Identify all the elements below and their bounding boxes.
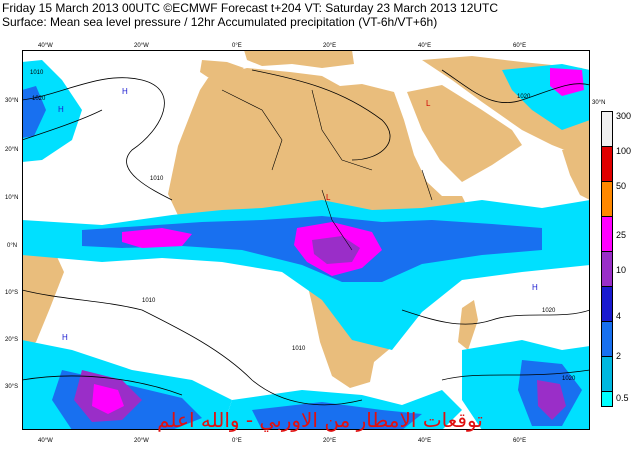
top-lon-tick: 20°W — [134, 43, 149, 49]
map-frame — [22, 50, 590, 430]
top-lon-tick: 40°E — [418, 43, 432, 49]
legend-swatch-25-50 — [601, 216, 613, 252]
isobar-line — [22, 109, 103, 141]
isobar-label: 1010 — [142, 298, 156, 304]
legend-swatch-300plus — [601, 111, 613, 147]
top-lon-tick: 20°E — [323, 43, 337, 49]
southwest-atlantic-heavy-rain-core — [92, 384, 124, 414]
isobar-line — [22, 375, 183, 396]
south-america-landmass — [22, 246, 64, 350]
legend-level-label: 300 — [616, 111, 632, 121]
legend-swatch-4-10 — [601, 286, 613, 322]
bottom-lon-tick: 40°W — [38, 438, 53, 444]
legend-swatch-0.5-2 — [601, 356, 613, 392]
bottom-lon-tick: 20°E — [323, 438, 337, 444]
bottom-lon-tick: 60°E — [513, 438, 527, 444]
legend-level-label: 4 — [616, 311, 622, 321]
high-pressure-marker: H — [532, 283, 538, 292]
left-lat-tick: 0°N — [7, 243, 18, 249]
bottom-lon-tick: 40°E — [418, 438, 432, 444]
atlantic-heavy-rain — [122, 228, 192, 248]
pressure-centers: H H H H L L — [58, 87, 538, 342]
legend-swatch-100-300 — [601, 146, 613, 182]
legend-swatch-10-25 — [601, 251, 613, 287]
isobar-line — [441, 69, 590, 104]
left-lat-tick: 10°N — [5, 195, 19, 201]
high-pressure-marker: H — [58, 105, 64, 114]
isobar-line — [22, 289, 363, 406]
right-lat-tick: 30°N — [592, 100, 606, 106]
legend-level-label: 25 — [616, 230, 627, 240]
bottom-lon-tick: 20°W — [134, 438, 149, 444]
legend-level-label: 50 — [616, 181, 627, 191]
legend-level-label: 0.5 — [616, 393, 629, 403]
left-lat-tick: 30°S — [5, 384, 19, 390]
isobar-line — [441, 369, 590, 381]
isobar-label: 1010 — [292, 346, 306, 352]
legend-swatch-50-100 — [601, 181, 613, 217]
europe-landmass — [244, 50, 354, 68]
india-landmass — [562, 146, 590, 200]
bottom-lon-tick: 0°E — [232, 438, 242, 444]
isobar-label: 1020 — [542, 308, 556, 314]
high-pressure-marker: H — [122, 87, 128, 96]
isobar-layer — [22, 69, 590, 406]
country-border — [321, 189, 353, 251]
legend-level-label: 10 — [616, 265, 627, 275]
isobar-label: 1020 — [562, 376, 576, 382]
legend-level-label: 2 — [616, 351, 622, 361]
country-border — [421, 169, 433, 201]
arabia-landmass — [407, 85, 522, 182]
top-lon-tick: 40°W — [38, 43, 53, 49]
high-pressure-marker: H — [62, 333, 68, 342]
border-layer — [221, 89, 433, 251]
iberia-landmass — [200, 60, 244, 80]
isobar-labels: 1010 1020 1010 1010 1020 1020 1010 1020 — [30, 70, 576, 382]
isobar-label: 1020 — [517, 94, 531, 100]
left-lat-tick: 20°N — [5, 147, 19, 153]
isobar-line — [401, 309, 590, 325]
isobar-label: 1010 — [150, 176, 164, 182]
madagascar-landmass — [458, 300, 478, 350]
legend-swatch-low — [601, 391, 613, 407]
isobar-label: 1010 — [30, 70, 44, 76]
isobar-line — [251, 69, 391, 161]
forecast-subtitle: Surface: Mean sea level pressure / 12hr … — [2, 15, 438, 29]
country-border — [311, 89, 373, 171]
forecast-map: 1010 1020 1010 1010 1020 1020 1010 1020 … — [22, 50, 590, 430]
isobar-line — [22, 77, 173, 201]
indian-ocean-heavy-rain — [537, 380, 566, 420]
country-border — [221, 89, 283, 171]
southern-rain-core — [252, 402, 422, 430]
legend-swatch-2-4 — [601, 321, 613, 357]
arabic-caption-overlay: توقعات الامطار من الاوربي - والله اعلم — [157, 408, 483, 432]
north-atlantic-rain — [22, 60, 82, 162]
congo-heavy-rain-core — [312, 236, 360, 264]
legend-level-label: 100 — [616, 146, 632, 156]
left-lat-tick: 30°N — [5, 98, 19, 104]
low-pressure-marker: L — [426, 99, 431, 108]
isobar-label: 1020 — [32, 96, 46, 102]
left-lat-tick: 20°S — [5, 337, 19, 343]
arabian-sea-heavy-rain — [550, 68, 584, 96]
low-pressure-marker: L — [326, 193, 331, 202]
forecast-title: Friday 15 March 2013 00UTC ©ECMWF Foreca… — [2, 1, 499, 15]
top-lon-tick: 0°E — [232, 43, 242, 49]
top-lon-tick: 60°E — [513, 43, 527, 49]
left-lat-tick: 10°S — [5, 290, 19, 296]
